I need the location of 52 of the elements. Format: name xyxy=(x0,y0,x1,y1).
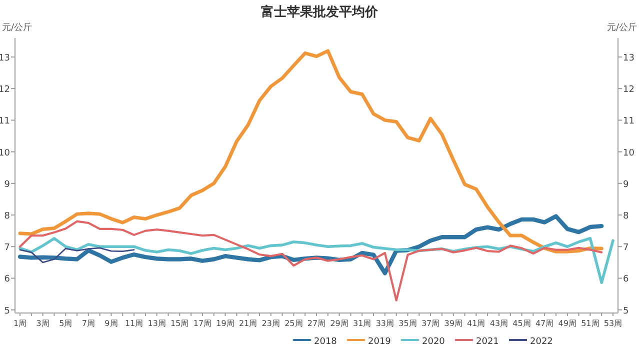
y2-tick-label: 5 xyxy=(623,306,629,316)
x-tick-label: 49周 xyxy=(558,319,576,328)
x-tick-label: 45周 xyxy=(512,319,531,328)
x-tick-label: 19周 xyxy=(216,319,234,328)
y2-tick-label: 8 xyxy=(623,212,629,222)
x-tick-label: 47周 xyxy=(535,319,554,328)
x-tick-label: 1周 xyxy=(13,319,27,328)
x-tick-label: 33周 xyxy=(376,319,394,328)
y-axis-title: 元/公斤 xyxy=(2,22,32,33)
y2-tick-label: 6 xyxy=(623,274,629,285)
x-tick-label: 17周 xyxy=(193,319,212,328)
x-tick-label: 41周 xyxy=(467,319,486,328)
x-tick-label: 27周 xyxy=(307,319,326,328)
legend-label: 2018 xyxy=(314,337,338,347)
y2-axis-title: 元/公斤 xyxy=(606,22,637,33)
x-tick-label: 37周 xyxy=(421,319,440,328)
line-series xyxy=(19,247,135,264)
y-tick-label: 8 xyxy=(4,212,10,222)
x-tick-label: 13周 xyxy=(148,319,166,328)
x-tick-label: 31周 xyxy=(353,319,372,328)
chart-title: 富士苹果批发平均价 xyxy=(261,4,379,20)
x-tick-label: 29周 xyxy=(330,319,348,328)
legend-label: 2022 xyxy=(530,337,553,347)
y-tick-label: 6 xyxy=(4,274,10,285)
y2-tick-label: 12 xyxy=(623,85,634,96)
legend-label: 2021 xyxy=(476,337,499,347)
y-tick-label: 7 xyxy=(4,243,10,254)
y2-tick-label: 13 xyxy=(623,53,634,64)
y-tick-label: 9 xyxy=(4,180,10,190)
y2-tick-label: 10 xyxy=(623,148,635,158)
legend-label: 2020 xyxy=(422,337,446,347)
line-series xyxy=(18,49,604,254)
y2-tick-label: 9 xyxy=(623,180,629,190)
x-tick-label: 15周 xyxy=(170,319,189,328)
x-tick-label: 23周 xyxy=(262,319,280,328)
x-tick-label: 51周 xyxy=(581,319,600,328)
y-tick-label: 5 xyxy=(4,306,10,316)
x-tick-label: 11周 xyxy=(124,319,144,328)
x-tick-label: 35周 xyxy=(398,319,417,328)
x-tick-label: 3周 xyxy=(36,319,50,328)
y2-tick-label: 11 xyxy=(623,116,634,127)
x-tick-label: 9周 xyxy=(104,319,118,328)
x-tick-label: 43周 xyxy=(490,319,508,328)
x-tick-label: 39周 xyxy=(444,319,462,328)
x-tick-label: 7周 xyxy=(82,319,95,328)
x-tick-label: 53周 xyxy=(604,319,622,328)
x-tick-label: 25周 xyxy=(284,319,303,328)
x-tick-label: 5周 xyxy=(59,319,72,328)
line-series xyxy=(18,220,603,302)
x-tick-label: 21周 xyxy=(238,319,258,328)
legend-label: 2019 xyxy=(368,337,392,347)
y2-tick-label: 7 xyxy=(623,243,629,254)
